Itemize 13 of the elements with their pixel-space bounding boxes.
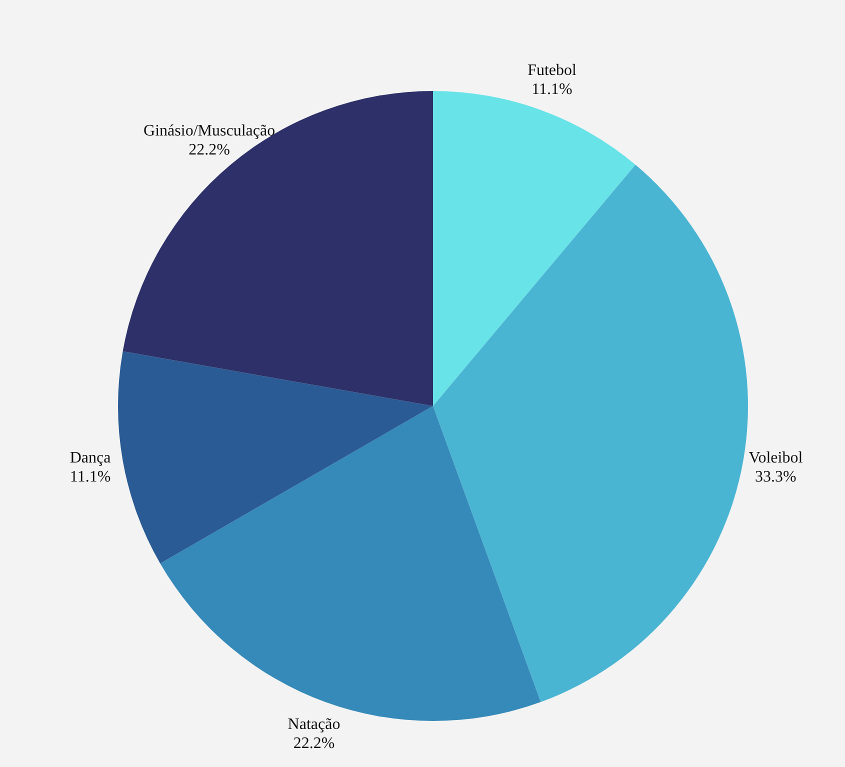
pie-slice — [118, 351, 433, 564]
data-label: 22.2% — [188, 141, 230, 158]
slice-label: Dança — [70, 449, 111, 466]
slice-label: Voleibol — [748, 449, 804, 466]
data-label: 33.3% — [755, 468, 796, 486]
data-label: 22.2% — [293, 735, 335, 752]
slice-label: Futebol — [528, 62, 578, 79]
slice-label: Natação — [288, 716, 340, 734]
pie-slice — [433, 164, 748, 702]
data-label: 11.1% — [70, 468, 111, 486]
data-label: 11.1% — [532, 80, 572, 98]
pie-slice — [122, 91, 433, 406]
slice-label: Ginásio/Musculação — [144, 122, 276, 140]
